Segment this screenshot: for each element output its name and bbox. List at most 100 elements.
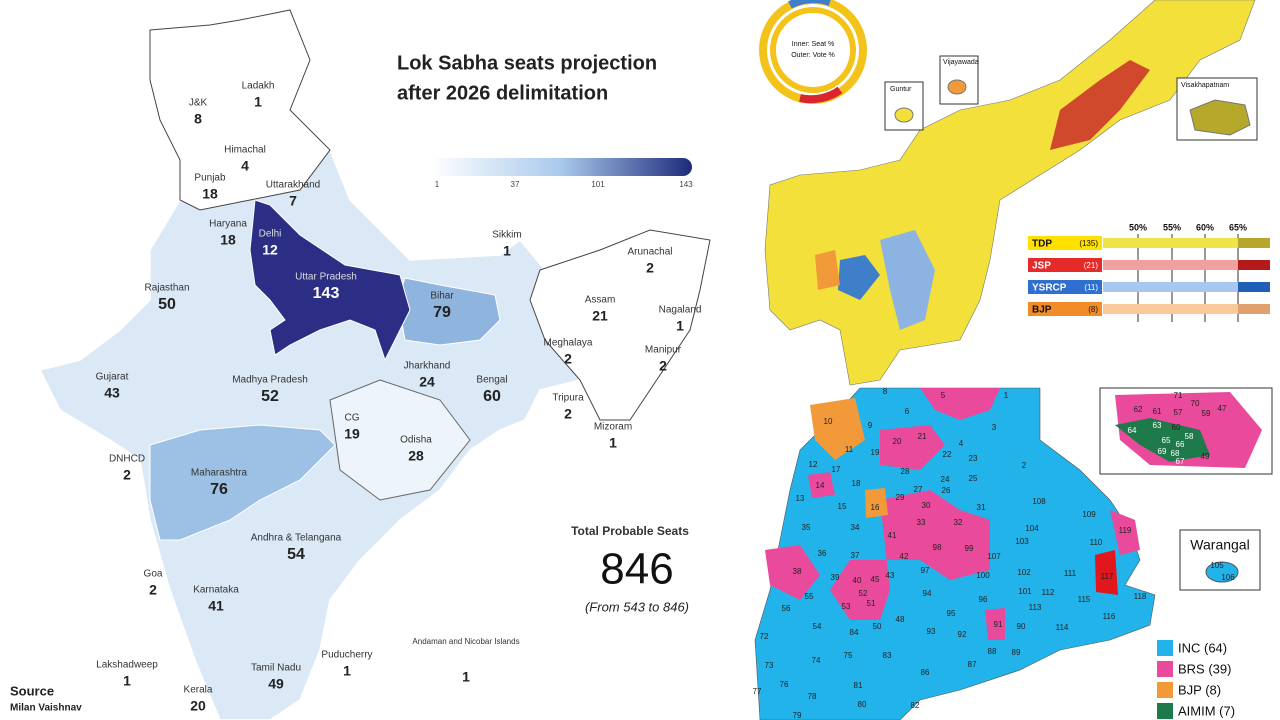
constituency-number: 68 [1171, 449, 1180, 458]
source-label: Source [10, 683, 54, 698]
scale-tick: 101 [591, 180, 605, 189]
legend-swatch [1157, 661, 1173, 677]
constituency-number: 14 [816, 481, 825, 490]
state-seats: 43 [104, 385, 120, 401]
party-box [1028, 302, 1102, 316]
state-name: DNHCD [109, 454, 145, 465]
constituency-number: 58 [1185, 432, 1194, 441]
state-name: Haryana [209, 219, 247, 230]
state-seats: 20 [190, 698, 206, 714]
party-name: TDP [1032, 239, 1052, 250]
state-name: Madhya Pradesh [232, 375, 308, 386]
constituency-number: 10 [824, 417, 833, 426]
constituency-number: 51 [867, 599, 876, 608]
state-name: Odisha [400, 435, 432, 446]
constituency-number: 37 [851, 551, 860, 560]
state-name: Andhra & Telangana [251, 533, 342, 544]
constituency-number: 102 [1017, 568, 1031, 577]
constituency-number: 12 [809, 460, 818, 469]
inset-label: Visakhapatnam [1181, 82, 1229, 89]
constituency-number: 103 [1015, 537, 1029, 546]
state-seats: 24 [419, 374, 435, 390]
constituency-number: 31 [977, 503, 986, 512]
constituency-number: 96 [979, 595, 988, 604]
constituency-number: 66 [1176, 440, 1185, 449]
india-panel: Lok Sabha seats projection after 2026 de… [10, 9, 711, 720]
state-name: Sikkim [492, 230, 521, 241]
constituency-number: 84 [850, 628, 859, 637]
constituency-number: 42 [900, 552, 909, 561]
constituency-number: 21 [918, 432, 927, 441]
constituency-number: 115 [1078, 595, 1091, 604]
state-seats: 18 [220, 232, 236, 248]
constituency-number: 11 [845, 445, 854, 454]
constituency-number: 73 [765, 661, 774, 670]
constituency-number: 78 [808, 692, 817, 701]
state-name: Manipur [645, 345, 682, 356]
state-seats: 79 [433, 304, 451, 321]
constituency-number: 69 [1158, 447, 1167, 456]
title: Lok Sabha seats projection [397, 52, 657, 74]
party-seats: (11) [1084, 283, 1098, 292]
constituency-number: 53 [842, 602, 851, 611]
constituency-number: 88 [988, 647, 997, 656]
percent-header: 50% [1129, 222, 1147, 232]
constituency-number: 118 [1134, 592, 1147, 601]
state-name: Tamil Nadu [251, 663, 301, 674]
source-name: Milan Vaishnav [10, 703, 82, 714]
state-seats: 60 [483, 388, 501, 405]
state-seats: 2 [564, 351, 572, 367]
constituency-number: 47 [1218, 404, 1227, 413]
constituency-number: 59 [1202, 409, 1211, 418]
total-note: (From 543 to 846) [585, 599, 689, 614]
constituency-number: 57 [1174, 408, 1183, 417]
scale-tick: 143 [679, 180, 693, 189]
constituency-number: 112 [1042, 588, 1055, 597]
constituency-number: 74 [812, 656, 821, 665]
state-seats: 52 [261, 388, 279, 405]
constituency-number: 70 [1191, 399, 1200, 408]
donut-label: Inner: Seat % [792, 41, 834, 48]
percent-header: 65% [1229, 222, 1247, 232]
constituency-number: 77 [753, 687, 762, 696]
state-name: Puducherry [321, 650, 372, 661]
constituency-number: 4 [959, 439, 964, 448]
constituency-number: 29 [896, 493, 905, 502]
scale-tick: 1 [435, 180, 440, 189]
constituency-number: 39 [831, 573, 840, 582]
constituency-number: 34 [851, 523, 860, 532]
constituency-number: 109 [1082, 510, 1096, 519]
constituency-number: 79 [793, 711, 802, 720]
constituency-number: 1 [1004, 391, 1009, 400]
state-seats: 7 [289, 193, 297, 209]
total-label: Total Probable Seats [571, 524, 689, 538]
constituency-number: 60 [1172, 423, 1181, 432]
state-seats: 1 [462, 669, 470, 685]
ap-tdp-strong [1050, 60, 1150, 150]
constituency-number: 18 [852, 479, 861, 488]
state-seats: 2 [123, 467, 131, 483]
constituency-number: 3 [992, 423, 997, 432]
state-name: J&K [189, 98, 208, 109]
state-name: Bengal [476, 375, 507, 386]
constituency-number: 108 [1032, 497, 1046, 506]
constituency-number: 119 [1119, 526, 1132, 535]
constituency-number: 86 [921, 668, 930, 677]
constituency-number: 33 [917, 518, 926, 527]
state-name: Lakshadweep [96, 660, 158, 671]
constituency-number: 17 [832, 465, 841, 474]
legend-label: INC (64) [1178, 640, 1227, 655]
constituency-number: 111 [1064, 569, 1077, 578]
constituency-number: 2 [1022, 461, 1027, 470]
constituency-number: 76 [780, 680, 789, 689]
state-name: Punjab [194, 173, 226, 184]
north-states [149, 9, 331, 211]
legend-label: BRS (39) [1178, 661, 1231, 676]
constituency-number: 55 [805, 592, 814, 601]
constituency-number: 110 [1090, 538, 1103, 547]
constituency-number: 13 [796, 494, 805, 503]
state-seats: 28 [408, 448, 424, 464]
ap-ysrcp [880, 230, 935, 330]
party-bar [1238, 304, 1270, 314]
